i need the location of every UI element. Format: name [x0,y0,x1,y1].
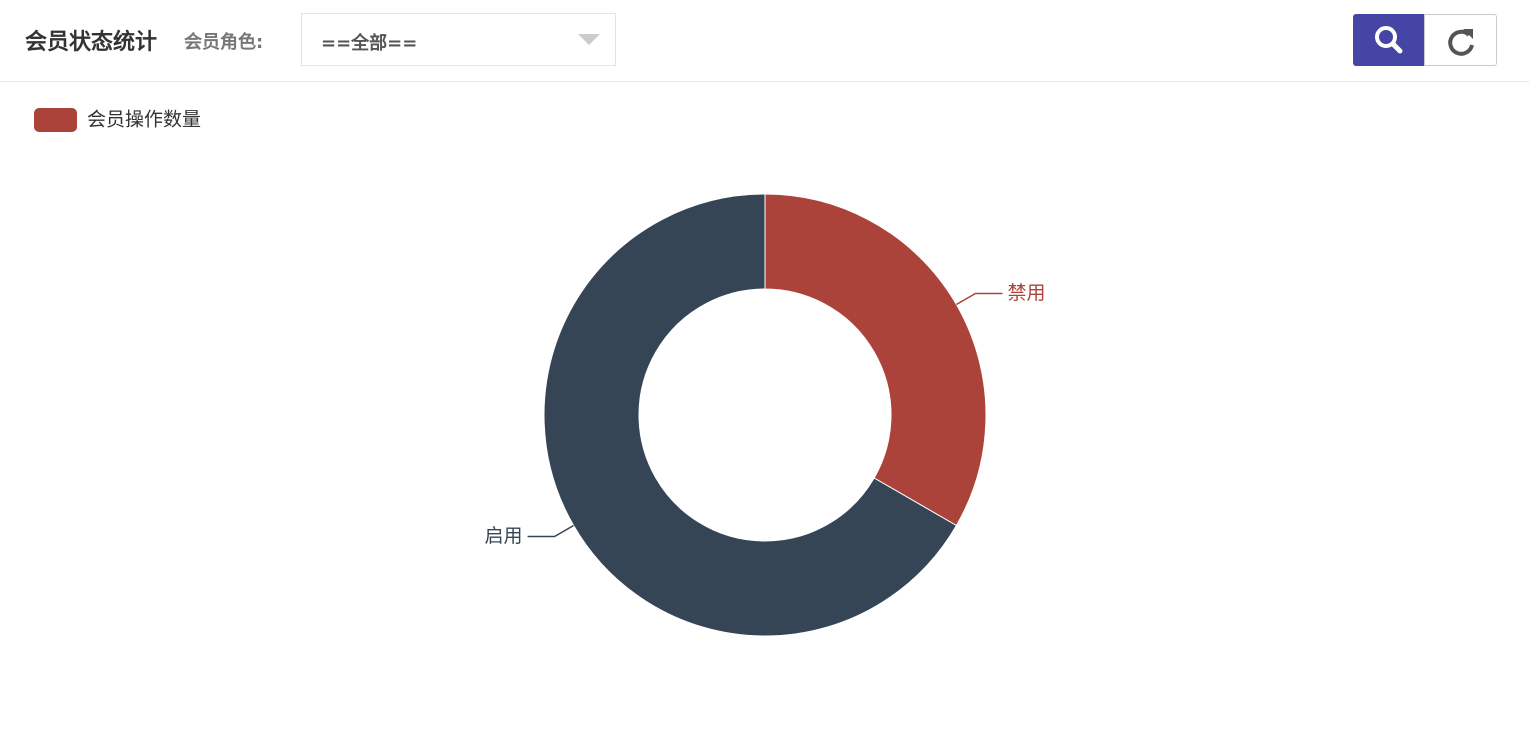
dropdown-arrow [578,34,600,45]
search-button[interactable] [1353,14,1425,66]
label-line [956,292,1003,306]
select-value: ==全部== [321,33,418,54]
legend-label: 会员操作数量 [87,109,201,131]
slice-label: 启用 [485,525,523,547]
donut-slice [543,193,958,637]
role-label: 会员角色: [184,32,264,53]
page-title: 会员状态统计 [25,30,158,55]
legend-swatch [34,108,77,132]
refresh-icon [1448,29,1474,56]
refresh-button[interactable] [1424,14,1497,66]
role-select[interactable]: ==全部== [301,13,616,66]
toolbar: 会员状态统计 会员角色: ==全部== [0,0,1529,82]
label-line [527,524,574,538]
slice-label: 禁用 [1007,282,1045,304]
search-icon [1375,26,1403,54]
donut-slice [764,193,987,527]
